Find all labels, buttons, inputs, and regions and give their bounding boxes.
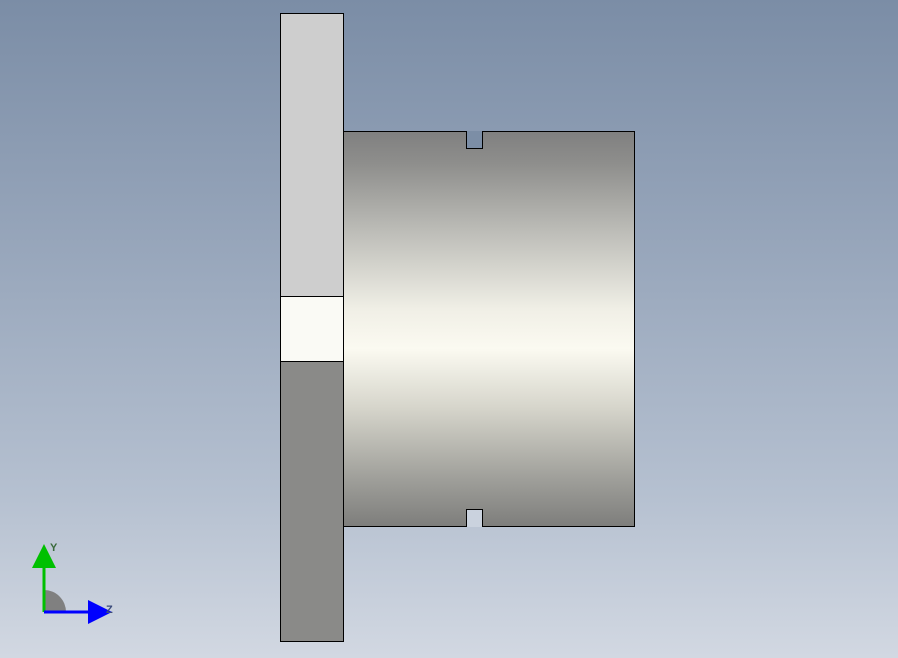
flange-center-band: [280, 296, 344, 361]
flange-top-face: [280, 13, 344, 296]
axis-label-z: Z: [106, 604, 113, 616]
cylinder-notch-top: [466, 131, 483, 149]
flange-bottom-face: [280, 361, 344, 642]
flange-edge-line: [280, 361, 344, 362]
flange-edge-line: [280, 296, 344, 297]
axis-label-y: Y: [50, 542, 57, 554]
axis-triad: Y Z: [24, 542, 114, 632]
cylinder-notch-bottom: [466, 509, 483, 527]
cad-viewport[interactable]: Y Z: [0, 0, 898, 658]
cylinder-body: [344, 131, 635, 527]
